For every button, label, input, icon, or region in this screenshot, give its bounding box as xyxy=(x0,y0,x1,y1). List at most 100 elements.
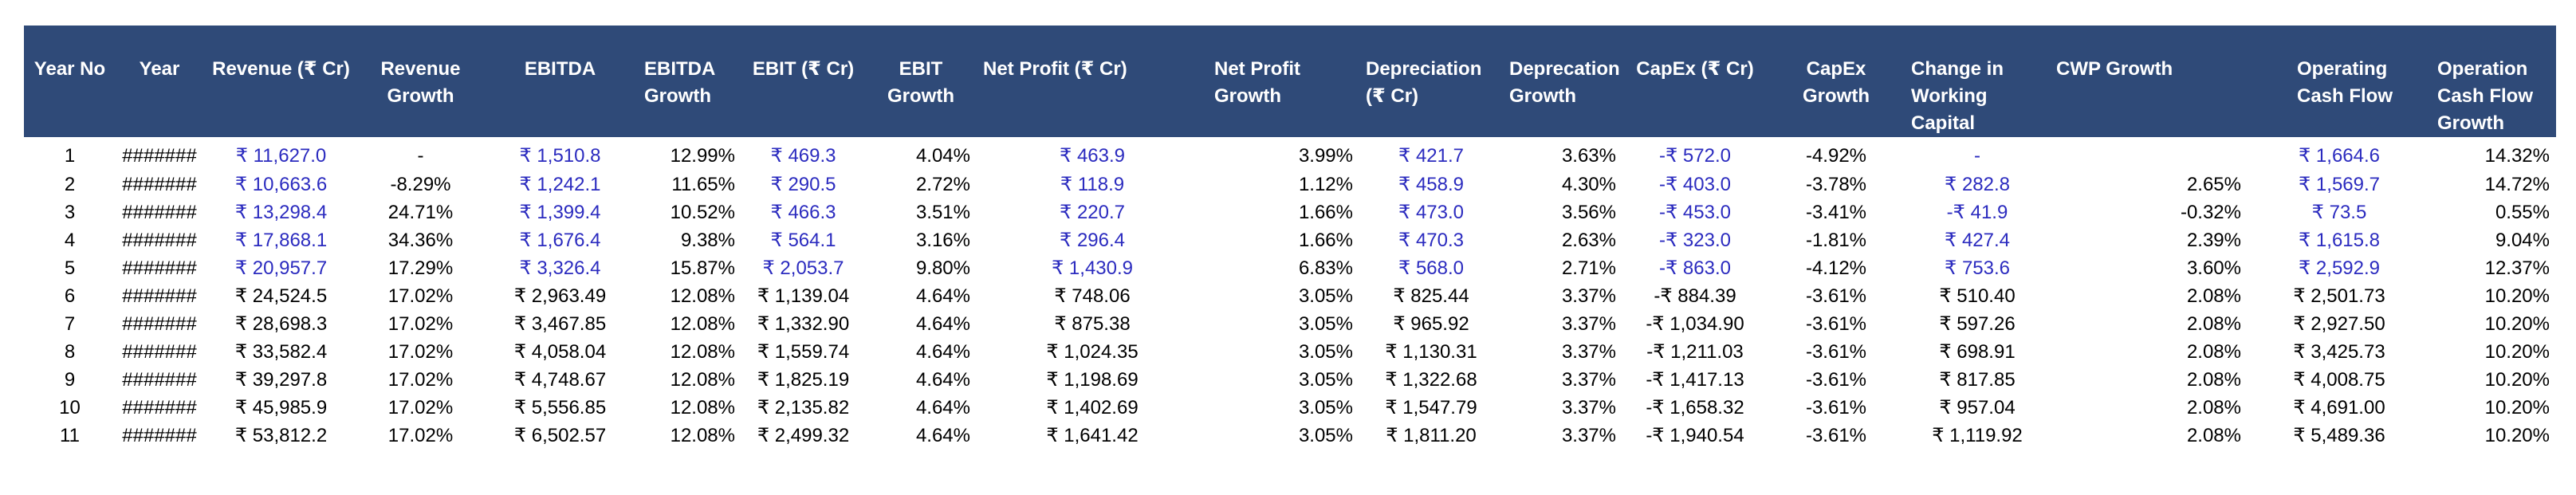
cell-net-profit-growth[interactable]: 3.05% xyxy=(1298,424,1353,446)
cell-revenue-growth[interactable]: - xyxy=(417,145,424,167)
cell-net-profit[interactable]: ₹ 875.38 xyxy=(1054,312,1131,335)
cell-depreciation-growth[interactable]: 3.37% xyxy=(1561,368,1616,391)
cell-revenue-growth[interactable]: 17.29% xyxy=(387,257,454,279)
cell-ebitda-growth[interactable]: 12.08% xyxy=(670,312,735,335)
cell-capex-growth[interactable]: -3.61% xyxy=(1805,424,1867,446)
cell-capex[interactable]: -₹ 323.0 xyxy=(1659,229,1731,251)
cell-net-profit-growth[interactable]: 3.05% xyxy=(1298,368,1353,391)
cell-capex-growth[interactable]: -3.61% xyxy=(1805,285,1867,307)
cell-capex[interactable]: -₹ 1,417.13 xyxy=(1646,368,1744,391)
header-ebit-growth[interactable]: EBIT Growth xyxy=(887,58,954,107)
cell-capex-growth[interactable]: -3.41% xyxy=(1805,201,1867,223)
cell-ebitda-growth[interactable]: 12.99% xyxy=(670,145,735,167)
cell-revenue-growth[interactable]: 17.02% xyxy=(387,285,454,307)
cell-capex[interactable]: -₹ 453.0 xyxy=(1659,201,1731,223)
cell-ebit[interactable]: ₹ 1,332.90 xyxy=(757,312,850,335)
header-year[interactable]: Year xyxy=(139,58,180,80)
cell-ebitda-growth[interactable]: 12.08% xyxy=(670,424,735,446)
cell-year-no[interactable]: 6 xyxy=(64,285,76,307)
cell-cwp-growth[interactable]: 2.39% xyxy=(2186,229,2241,251)
cell-ocf-growth[interactable]: 10.20% xyxy=(2484,424,2550,446)
cell-depreciation-growth[interactable]: 2.71% xyxy=(1561,257,1616,279)
cell-ebit-growth[interactable]: 4.04% xyxy=(915,145,970,167)
cell-ocf[interactable]: ₹ 3,425.73 xyxy=(2293,340,2385,363)
cell-ebit[interactable]: ₹ 2,135.82 xyxy=(757,396,850,418)
cell-capex-growth[interactable]: -3.78% xyxy=(1805,173,1867,195)
cell-net-profit-growth[interactable]: 1.12% xyxy=(1298,173,1353,195)
cell-ocf-growth[interactable]: 10.20% xyxy=(2484,396,2550,418)
header-cwp-growth[interactable]: CWP Growth xyxy=(2056,58,2173,80)
cell-revenue-growth[interactable]: 17.02% xyxy=(387,340,454,363)
cell-cwp-growth[interactable]: 2.08% xyxy=(2186,396,2241,418)
cell-depreciation[interactable]: ₹ 965.92 xyxy=(1393,312,1469,335)
cell-change-wc[interactable]: - xyxy=(1974,145,1980,167)
cell-year-no[interactable]: 5 xyxy=(64,257,76,279)
cell-capex-growth[interactable]: -4.92% xyxy=(1805,145,1867,167)
cell-cwp-growth[interactable]: 2.08% xyxy=(2186,424,2241,446)
cell-ebit[interactable]: ₹ 1,559.74 xyxy=(757,340,850,363)
cell-year[interactable]: ####### xyxy=(122,257,197,279)
cell-cwp-growth[interactable]: 3.60% xyxy=(2186,257,2241,279)
cell-cwp-growth[interactable]: 2.65% xyxy=(2186,173,2241,195)
cell-ebit-growth[interactable]: 4.64% xyxy=(915,312,970,335)
cell-year[interactable]: ####### xyxy=(122,173,197,195)
cell-revenue-growth[interactable]: 17.02% xyxy=(387,396,454,418)
cell-depreciation[interactable]: ₹ 1,811.20 xyxy=(1386,424,1477,446)
cell-ebit[interactable]: ₹ 564.1 xyxy=(770,229,836,251)
cell-net-profit-growth[interactable]: 1.66% xyxy=(1298,201,1353,223)
cell-ocf[interactable]: ₹ 1,615.8 xyxy=(2298,229,2380,251)
cell-ocf-growth[interactable]: 14.32% xyxy=(2484,145,2550,167)
cell-capex[interactable]: -₹ 863.0 xyxy=(1659,257,1731,279)
cell-depreciation[interactable]: ₹ 1,547.79 xyxy=(1385,396,1477,418)
cell-ocf[interactable]: ₹ 73.5 xyxy=(2311,201,2367,223)
cell-capex-growth[interactable]: -3.61% xyxy=(1805,368,1867,391)
cell-year-no[interactable]: 2 xyxy=(64,173,76,195)
cell-net-profit-growth[interactable]: 3.05% xyxy=(1298,340,1353,363)
header-operation-cash-flow-growth[interactable]: Operation Cash Flow Growth xyxy=(2437,58,2534,134)
cell-ebit[interactable]: ₹ 1,825.19 xyxy=(757,368,850,391)
cell-year-no[interactable]: 9 xyxy=(64,368,76,391)
cell-net-profit-growth[interactable]: 3.05% xyxy=(1298,312,1353,335)
header-change-working-capital[interactable]: Change in Working Capital xyxy=(1911,58,2004,134)
cell-ocf[interactable]: ₹ 2,592.9 xyxy=(2298,257,2380,279)
cell-ocf[interactable]: ₹ 4,008.75 xyxy=(2293,368,2385,391)
header-depreciation[interactable]: Depreciation (₹ Cr) xyxy=(1366,58,1482,107)
cell-ocf-growth[interactable]: 12.37% xyxy=(2484,257,2550,279)
cell-ocf[interactable]: ₹ 1,664.6 xyxy=(2298,145,2380,167)
cell-capex-growth[interactable]: -1.81% xyxy=(1805,229,1867,251)
cell-ebit[interactable]: ₹ 466.3 xyxy=(770,201,836,223)
cell-net-profit[interactable]: ₹ 1,430.9 xyxy=(1051,257,1133,279)
header-depreciation-growth[interactable]: Deprecation Growth xyxy=(1509,58,1620,107)
cell-depreciation[interactable]: ₹ 470.3 xyxy=(1398,229,1464,251)
header-revenue[interactable]: Revenue (₹ Cr) xyxy=(212,58,350,80)
cell-depreciation-growth[interactable]: 3.37% xyxy=(1561,340,1616,363)
cell-year-no[interactable]: 1 xyxy=(64,145,76,167)
cell-year-no[interactable]: 3 xyxy=(64,201,76,223)
cell-capex-growth[interactable]: -3.61% xyxy=(1805,396,1867,418)
cell-ocf[interactable]: ₹ 2,927.50 xyxy=(2293,312,2385,335)
header-ebitda[interactable]: EBITDA xyxy=(524,58,596,80)
cell-depreciation-growth[interactable]: 3.37% xyxy=(1561,312,1616,335)
cell-net-profit[interactable]: ₹ 296.4 xyxy=(1060,229,1125,251)
cell-change-wc[interactable]: ₹ 753.6 xyxy=(1945,257,2010,279)
cell-revenue-growth[interactable]: 24.71% xyxy=(387,201,454,223)
cell-cwp-growth[interactable] xyxy=(2050,137,2248,171)
cell-revenue-growth[interactable]: -8.29% xyxy=(390,173,451,195)
cell-ebit-growth[interactable]: 3.51% xyxy=(915,201,970,223)
cell-depreciation-growth[interactable]: 3.37% xyxy=(1561,424,1616,446)
cell-ebitda-growth[interactable]: 12.08% xyxy=(670,368,735,391)
cell-depreciation[interactable]: ₹ 421.7 xyxy=(1398,145,1464,167)
cell-depreciation[interactable]: ₹ 473.0 xyxy=(1398,201,1464,223)
cell-ebitda[interactable]: ₹ 2,963.49 xyxy=(513,285,607,307)
cell-ocf-growth[interactable]: 10.20% xyxy=(2484,285,2550,307)
cell-revenue-growth[interactable]: 34.36% xyxy=(387,229,454,251)
cell-capex-growth[interactable]: -3.61% xyxy=(1805,340,1867,363)
cell-year[interactable]: ####### xyxy=(122,201,197,223)
cell-cwp-growth[interactable]: 2.08% xyxy=(2186,340,2241,363)
cell-ebit-growth[interactable]: 4.64% xyxy=(915,424,970,446)
header-capex[interactable]: CapEx (₹ Cr) xyxy=(1636,58,1754,80)
cell-ebit-growth[interactable]: 2.72% xyxy=(915,173,970,195)
header-operating-cash-flow[interactable]: Operating Cash Flow xyxy=(2297,58,2393,107)
cell-ocf[interactable]: ₹ 5,489.36 xyxy=(2293,424,2385,446)
cell-revenue[interactable]: ₹ 20,957.7 xyxy=(234,257,328,279)
